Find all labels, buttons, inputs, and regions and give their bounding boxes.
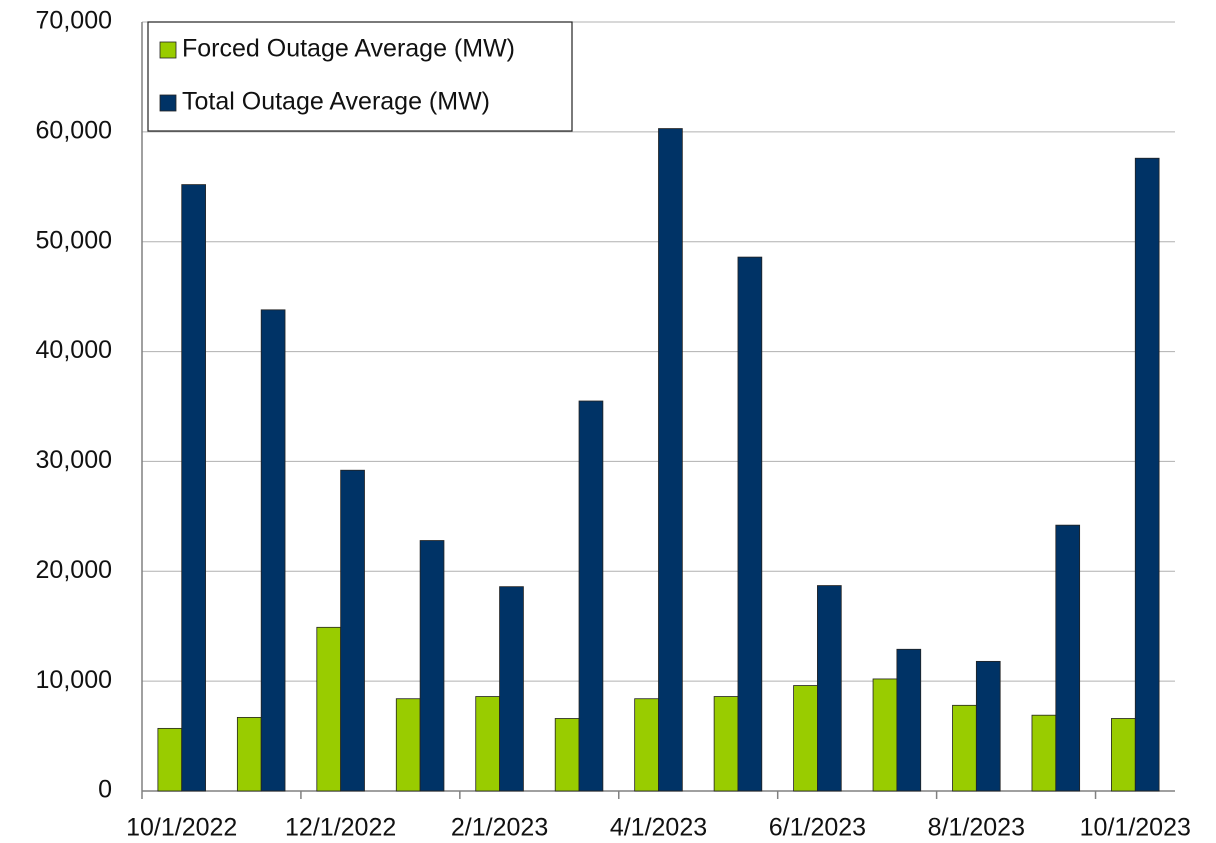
- y-tick-label: 0: [98, 776, 112, 804]
- bar: [578, 400, 604, 792]
- x-tick-label: 12/1/2022: [285, 814, 396, 842]
- y-tick-label: 10,000: [36, 666, 112, 694]
- x-tick-label: 2/1/2023: [451, 814, 548, 842]
- bar: [181, 184, 206, 792]
- bar: [737, 256, 763, 792]
- legend-box: [147, 21, 573, 132]
- y-tick-label: 70,000: [36, 7, 112, 35]
- bar: [554, 718, 580, 792]
- x-tick-label: 4/1/2023: [610, 814, 707, 842]
- bar: [157, 727, 183, 792]
- legend-label: Forced Outage Average (MW): [182, 35, 515, 63]
- bar: [499, 586, 524, 792]
- bar: [793, 685, 818, 792]
- bar: [475, 696, 500, 792]
- legend-swatch: [159, 41, 177, 59]
- bar: [236, 716, 262, 792]
- bar: [340, 469, 365, 792]
- bar: [975, 660, 1001, 792]
- bar: [1134, 157, 1160, 792]
- y-tick-label: 20,000: [36, 556, 112, 584]
- legend-label: Total Outage Average (MW): [182, 88, 490, 116]
- bar: [1111, 718, 1136, 792]
- y-tick-label: 30,000: [36, 446, 112, 474]
- x-tick-label: 6/1/2023: [769, 814, 866, 842]
- bar: [395, 698, 421, 792]
- x-tick-label: 10/1/2022: [126, 814, 237, 842]
- bar: [634, 698, 659, 792]
- bar: [419, 540, 445, 792]
- bar: [658, 128, 683, 792]
- bar: [316, 626, 342, 792]
- y-tick-label: 50,000: [36, 226, 112, 254]
- bar: [260, 309, 286, 792]
- x-tick-label: 10/1/2023: [1080, 814, 1191, 842]
- bar: [872, 678, 898, 792]
- x-tick-label: 8/1/2023: [928, 814, 1025, 842]
- legend-swatch: [159, 94, 177, 112]
- y-tick-label: 60,000: [36, 116, 112, 144]
- bar: [713, 696, 739, 792]
- bar: [896, 648, 922, 792]
- bar: [952, 704, 977, 792]
- bar: [1055, 524, 1081, 792]
- bar: [1031, 714, 1057, 792]
- y-tick-label: 40,000: [36, 336, 112, 364]
- bar: [817, 585, 842, 792]
